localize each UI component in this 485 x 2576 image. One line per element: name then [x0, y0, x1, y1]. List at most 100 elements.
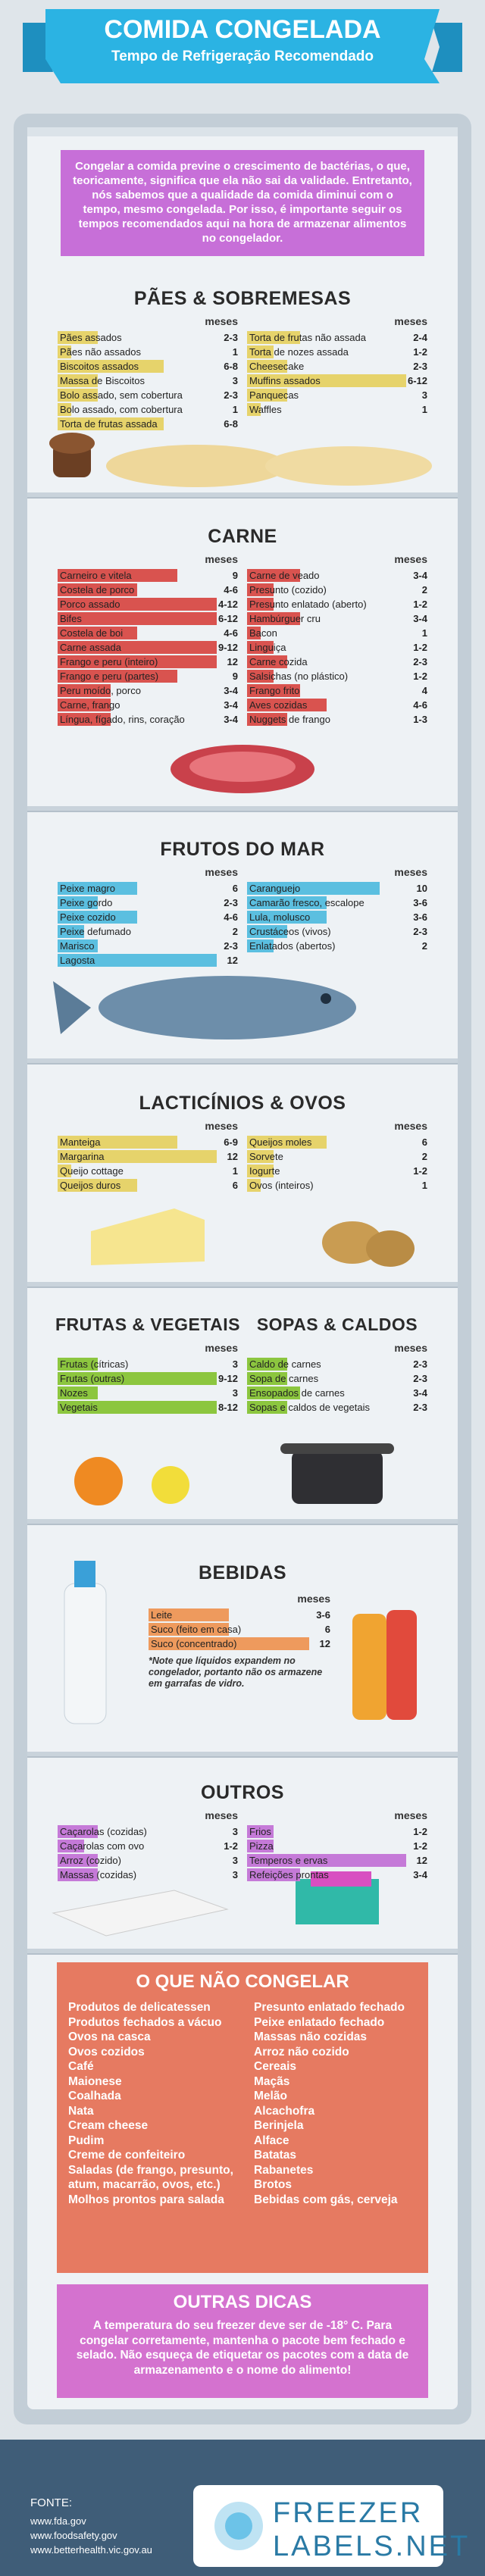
unit-label: meses — [205, 866, 238, 878]
item-name: Frango frito — [249, 685, 300, 696]
item-months: 3 — [232, 1826, 238, 1837]
item-name: Massas (cozidas) — [60, 1869, 137, 1880]
bar — [247, 713, 287, 726]
shelf — [27, 1058, 458, 1064]
item-row: Hambúrguer cru 3-4 — [247, 611, 427, 626]
item-name: Carne, frango — [60, 699, 120, 711]
item-row: Arroz (cozido) 3 — [58, 1853, 238, 1868]
item-row: Presunto (cozido) 2 — [247, 583, 427, 597]
item-name: Leite — [151, 1609, 173, 1621]
bar — [247, 583, 274, 596]
bar — [58, 954, 217, 967]
item-months: 3-6 — [316, 1609, 330, 1621]
dont-item: Bebidas com gás, cerveja — [254, 2193, 398, 2206]
bar — [58, 1150, 217, 1163]
item-name: Peixe magro — [60, 883, 115, 894]
section: BEBIDAS meses Leite 3-6 Suco (feito em casa)… — [27, 1546, 458, 1758]
section-title: OUTROS — [201, 1782, 284, 1803]
bar — [247, 1840, 274, 1852]
item-name: Bifes — [60, 613, 82, 624]
item-name: Presunto enlatado (aberto) — [249, 599, 367, 610]
item-months: 2-3 — [413, 1402, 427, 1413]
dont-item: Berinjela — [254, 2119, 304, 2132]
item-months: 2-3 — [413, 1373, 427, 1384]
unit-label: meses — [394, 315, 427, 327]
dont-list: Produtos de delicatessen Produtos fechado… — [68, 2000, 246, 2207]
item-months: 9 — [232, 570, 238, 581]
item-months: 1-2 — [413, 1826, 427, 1837]
bar — [58, 641, 217, 654]
dont-item: Melão — [254, 2090, 287, 2102]
item-name: Frios — [249, 1826, 271, 1837]
bar — [58, 1825, 98, 1838]
item-name: Pães não assados — [60, 346, 141, 358]
item-name: Frango e peru (inteiro) — [60, 656, 158, 667]
item-months: 1-2 — [413, 599, 427, 610]
bar — [247, 345, 274, 358]
item-name: Carne de veado — [249, 570, 320, 581]
item-name: Suco (feito em casa) — [151, 1624, 242, 1635]
bar — [58, 331, 98, 344]
dont-item: Creme de confeiteiro — [68, 2149, 186, 2162]
item-row: Massas (cozidas) 3 — [58, 1868, 238, 1882]
item-row: Crustáceos (vivos) 2-3 — [247, 924, 427, 939]
item-months: 2-3 — [413, 656, 427, 667]
item-row: Queijos moles 6 — [247, 1135, 427, 1149]
item-row: Porco assado 4-12 — [58, 597, 238, 611]
bar — [247, 655, 287, 668]
item-months: 2-4 — [413, 332, 427, 343]
bar — [247, 699, 327, 711]
bar — [58, 1165, 71, 1177]
bar — [58, 925, 84, 938]
item-row: Peixe magro 6 — [58, 881, 238, 896]
item-name: Pães assados — [60, 332, 122, 343]
item-months: 2 — [421, 584, 427, 596]
item-row: Frango e peru (inteiro) 12 — [58, 655, 238, 669]
item-months: 8-12 — [217, 1402, 238, 1413]
item-row: Costela de boi 4-6 — [58, 626, 238, 640]
item-months: 4-6 — [224, 911, 238, 923]
bar — [58, 345, 71, 358]
item-months: 3-6 — [413, 911, 427, 923]
dont-item: Batatas — [254, 2149, 296, 2162]
item-name: Caçarolas com ovo — [60, 1840, 145, 1852]
shelf — [27, 806, 458, 812]
item-name: Linguiça — [249, 642, 286, 653]
section-title: PÃES & SOBREMESAS — [133, 288, 352, 309]
bar — [247, 882, 380, 895]
item-months: 3 — [232, 1387, 238, 1399]
bar — [247, 684, 300, 697]
item-months: 3-4 — [224, 699, 238, 711]
bar — [58, 374, 98, 387]
item-name: Aves cozidas — [249, 699, 308, 711]
unit-label: meses — [394, 553, 427, 565]
item-months: 2 — [232, 926, 238, 937]
item-row: Salsichas (no plástico) 1-2 — [247, 669, 427, 683]
dont-item: Cereais — [254, 2060, 297, 2073]
unit-label: meses — [297, 1593, 330, 1605]
item-name: Massa de Biscoitos — [60, 375, 145, 386]
item-row: Refeições prontas 3-4 — [247, 1868, 427, 1882]
item-name: Presunto (cozido) — [249, 584, 327, 596]
item-name: Enlatados (abertos) — [249, 940, 336, 952]
item-months: 1-3 — [413, 714, 427, 725]
item-row: Bacon 1 — [247, 626, 427, 640]
item-row: Peru moído, porco 3-4 — [58, 683, 238, 698]
item-name: Panquecas — [249, 389, 299, 401]
item-row: Lagosta 12 — [58, 953, 238, 968]
bar — [247, 1136, 327, 1149]
item-row: Nuggets de frango 1-3 — [247, 712, 427, 727]
item-row: Linguiça 1-2 — [247, 640, 427, 655]
item-row: Waffles 1 — [247, 402, 427, 417]
unit-label: meses — [394, 866, 427, 878]
bar — [247, 1401, 287, 1414]
item-row: Presunto enlatado (aberto) 1-2 — [247, 597, 427, 611]
dont-item: Coalhada — [68, 2090, 121, 2102]
item-row: Carne, frango 3-4 — [58, 698, 238, 712]
dont-item: Maçãs — [254, 2074, 290, 2088]
item-name: Nuggets de frango — [249, 714, 330, 725]
bar — [247, 1386, 300, 1399]
header-subtitle: Tempo de Refrigeração Recomendado — [111, 48, 374, 64]
bar — [58, 627, 137, 639]
